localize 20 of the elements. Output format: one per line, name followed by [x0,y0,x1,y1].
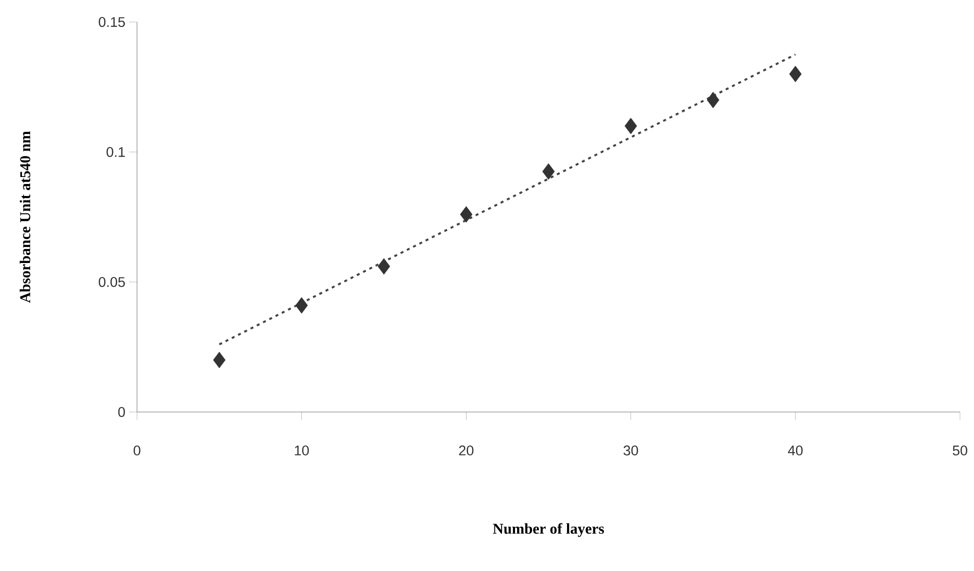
point [624,118,638,134]
point [542,163,555,180]
y-axis-title: Absorbance Unit at540 nm [20,131,30,303]
x-tick-label: 40 [788,446,803,456]
point [378,258,390,275]
point [789,66,802,82]
x-tick-label: 10 [294,446,309,456]
y-tick-label: 0.05 [98,277,125,287]
x-tick-label: 20 [459,446,474,456]
y-tick-label: 0.15 [98,17,125,27]
point [213,352,226,368]
point [706,92,720,108]
point [295,297,308,314]
y-tick-label: 0 [118,407,125,417]
x-tick-label: 50 [952,446,968,456]
x-axis-title: Number of layers [492,523,604,537]
y-tick-label: 0.1 [106,147,125,157]
x-tick-label: 0 [134,446,140,456]
x-tick-label: 30 [624,446,638,456]
point [460,206,472,223]
